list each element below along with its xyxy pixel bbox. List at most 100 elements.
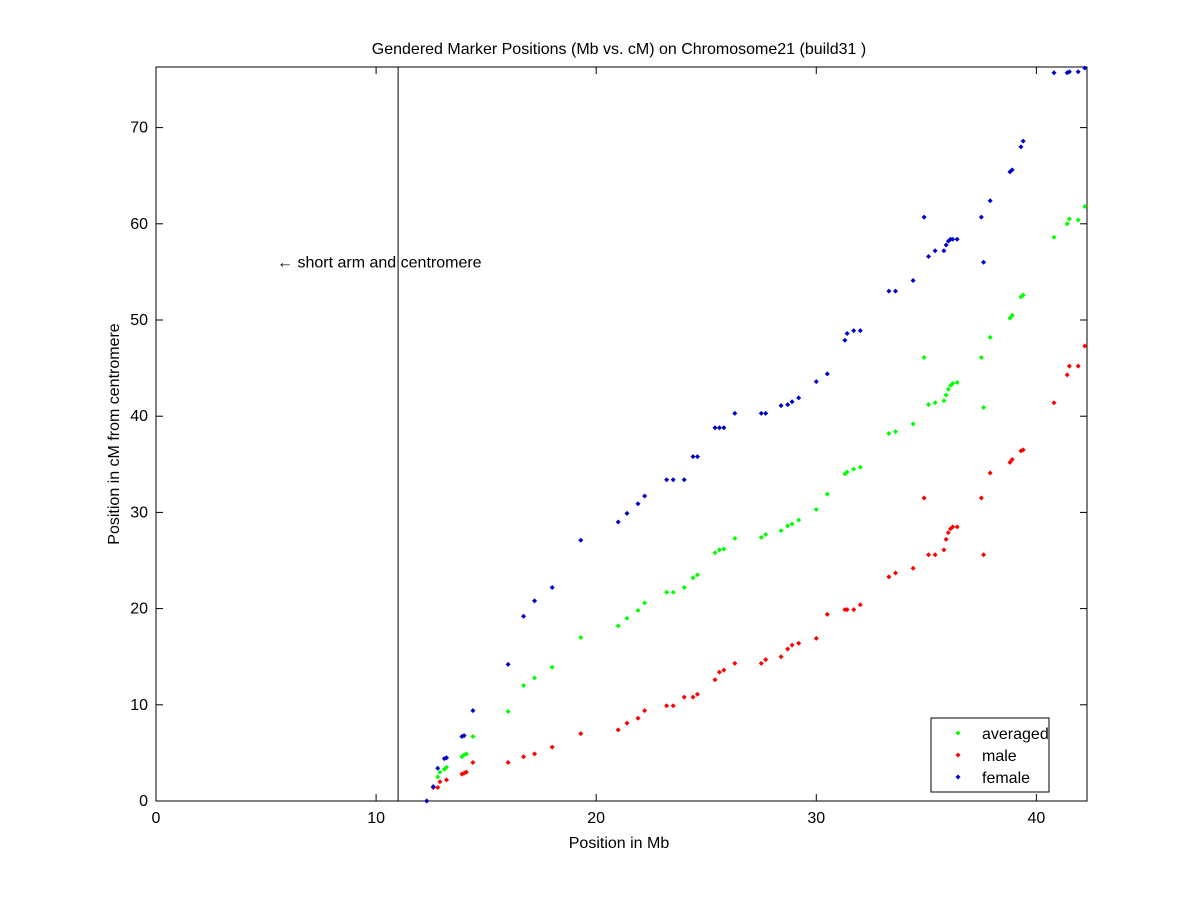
point-averaged: [732, 535, 738, 541]
point-male: [1007, 459, 1013, 465]
point-averaged: [635, 608, 641, 614]
point-female: [893, 288, 899, 294]
point-female: [732, 410, 738, 416]
point-averaged: [532, 675, 538, 681]
point-averaged: [505, 709, 511, 715]
point-averaged: [987, 334, 993, 340]
point-male: [1064, 372, 1070, 378]
point-female: [532, 598, 538, 604]
point-male: [954, 524, 960, 530]
point-male: [670, 703, 676, 709]
point-male: [943, 536, 949, 542]
point-male: [857, 602, 863, 608]
point-averaged: [1051, 234, 1057, 240]
point-female: [1018, 144, 1024, 150]
point-averaged: [921, 355, 927, 361]
point-averaged: [851, 466, 857, 472]
point-female: [461, 733, 467, 739]
point-male: [978, 495, 984, 501]
point-averaged: [1082, 203, 1088, 209]
point-female: [694, 454, 700, 460]
point-averaged: [789, 521, 795, 527]
point-male: [824, 611, 830, 617]
legend-label-averaged: averaged: [982, 726, 1049, 743]
x-tick-label: 30: [807, 810, 825, 827]
point-male: [785, 646, 791, 652]
point-male: [813, 635, 819, 641]
point-averaged: [941, 398, 947, 404]
point-male: [664, 703, 670, 709]
point-male: [1066, 363, 1072, 369]
point-averaged: [716, 547, 722, 553]
point-male: [778, 654, 784, 660]
point-female: [910, 278, 916, 284]
legend: averaged male female: [930, 717, 1050, 793]
point-averaged: [694, 572, 700, 578]
point-male: [1075, 363, 1081, 369]
x-axis-label: Position in Mb: [569, 835, 670, 852]
legend-marker-female: [955, 774, 961, 780]
point-averaged: [1007, 315, 1013, 321]
point-averaged: [664, 589, 670, 595]
point-male: [981, 552, 987, 558]
point-female: [950, 236, 956, 242]
point-female: [987, 198, 993, 204]
point-female: [444, 755, 450, 761]
point-female: [1066, 69, 1072, 75]
point-averaged: [1020, 292, 1026, 298]
point-male: [521, 754, 527, 760]
point-male: [681, 694, 687, 700]
point-male: [945, 530, 951, 536]
point-averaged: [1009, 312, 1015, 318]
legend-box: [930, 717, 1050, 793]
point-averaged: [796, 517, 802, 523]
point-averaged: [886, 431, 892, 437]
point-male: [732, 660, 738, 666]
point-female: [943, 242, 949, 248]
point-male: [1051, 400, 1057, 406]
point-female: [505, 661, 511, 667]
point-female: [926, 254, 932, 260]
point-averaged: [932, 400, 938, 406]
y-tick-label: 30: [130, 504, 148, 521]
point-female: [716, 425, 722, 431]
point-female: [435, 765, 441, 771]
point-female: [857, 328, 863, 334]
point-male: [910, 565, 916, 571]
point-female: [635, 501, 641, 507]
series-male: [424, 343, 1088, 804]
point-female: [978, 214, 984, 220]
point-averaged: [721, 546, 727, 552]
point-female: [813, 379, 819, 385]
point-male: [1020, 447, 1026, 453]
point-male: [635, 715, 641, 721]
point-male: [886, 574, 892, 580]
legend-label-female: female: [982, 770, 1030, 787]
point-averaged: [943, 392, 949, 398]
point-female: [886, 288, 892, 294]
x-tick-label: 40: [1027, 810, 1045, 827]
y-tick-label: 70: [130, 120, 148, 137]
series-female: [424, 65, 1088, 804]
point-male: [532, 751, 538, 757]
point-male: [624, 720, 630, 726]
point-male: [437, 779, 443, 785]
point-male: [642, 708, 648, 714]
point-averaged: [954, 380, 960, 386]
point-female: [981, 259, 987, 265]
point-male: [470, 760, 476, 766]
legend-marker-male: [955, 752, 961, 758]
point-female: [1009, 167, 1015, 173]
point-averaged: [463, 751, 469, 757]
annotation-text: ← short arm and centromere: [277, 254, 482, 271]
point-averaged: [945, 386, 951, 392]
point-male: [763, 657, 769, 663]
point-female: [785, 402, 791, 408]
point-averaged: [763, 532, 769, 538]
point-male: [796, 640, 802, 646]
point-averaged: [857, 464, 863, 470]
point-female: [690, 454, 696, 460]
point-male: [844, 607, 850, 613]
point-male: [1082, 343, 1088, 349]
